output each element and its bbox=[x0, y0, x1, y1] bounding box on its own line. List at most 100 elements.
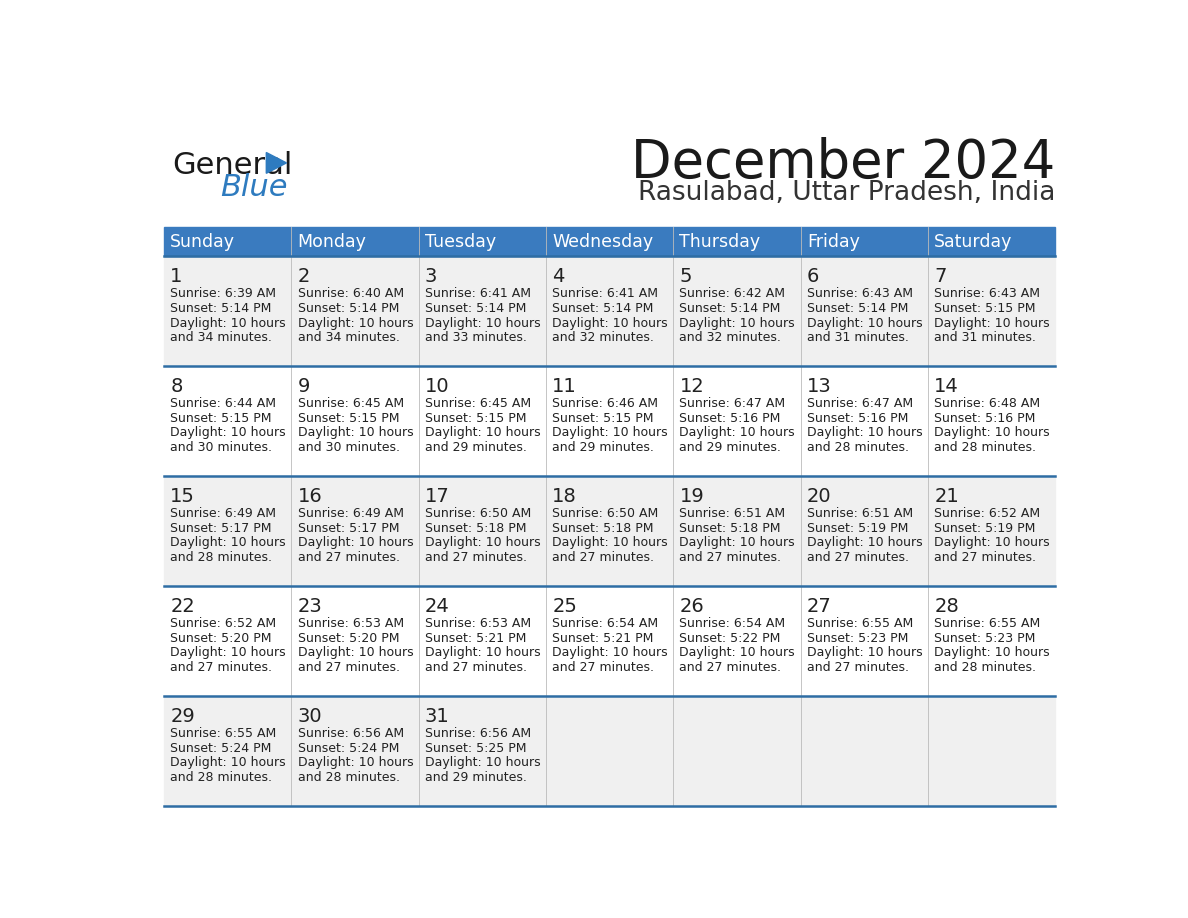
Text: Daylight: 10 hours: Daylight: 10 hours bbox=[170, 646, 286, 659]
Text: and 29 minutes.: and 29 minutes. bbox=[425, 442, 526, 454]
Text: Saturday: Saturday bbox=[934, 233, 1012, 251]
Text: Sunset: 5:15 PM: Sunset: 5:15 PM bbox=[934, 302, 1036, 315]
Text: Daylight: 10 hours: Daylight: 10 hours bbox=[297, 756, 413, 769]
Text: Sunset: 5:14 PM: Sunset: 5:14 PM bbox=[170, 302, 272, 315]
Text: and 28 minutes.: and 28 minutes. bbox=[297, 771, 399, 784]
Text: Daylight: 10 hours: Daylight: 10 hours bbox=[680, 317, 795, 330]
Text: 26: 26 bbox=[680, 597, 704, 616]
Text: Rasulabad, Uttar Pradesh, India: Rasulabad, Uttar Pradesh, India bbox=[638, 180, 1055, 207]
Text: and 31 minutes.: and 31 minutes. bbox=[934, 331, 1036, 344]
Text: Blue: Blue bbox=[220, 173, 287, 202]
Text: and 27 minutes.: and 27 minutes. bbox=[425, 551, 526, 564]
Text: Sunrise: 6:52 AM: Sunrise: 6:52 AM bbox=[170, 617, 277, 630]
Text: and 27 minutes.: and 27 minutes. bbox=[552, 551, 655, 564]
Text: 7: 7 bbox=[934, 267, 947, 286]
Text: Sunrise: 6:44 AM: Sunrise: 6:44 AM bbox=[170, 397, 276, 410]
Text: and 27 minutes.: and 27 minutes. bbox=[425, 661, 526, 674]
Text: and 31 minutes.: and 31 minutes. bbox=[807, 331, 909, 344]
Text: Sunset: 5:14 PM: Sunset: 5:14 PM bbox=[425, 302, 526, 315]
Bar bbox=[164, 256, 1055, 366]
Text: and 32 minutes.: and 32 minutes. bbox=[552, 331, 655, 344]
Text: 25: 25 bbox=[552, 597, 577, 616]
Text: and 27 minutes.: and 27 minutes. bbox=[934, 551, 1036, 564]
Text: and 27 minutes.: and 27 minutes. bbox=[807, 661, 909, 674]
Text: Daylight: 10 hours: Daylight: 10 hours bbox=[552, 536, 668, 550]
Text: Sunset: 5:14 PM: Sunset: 5:14 PM bbox=[807, 302, 908, 315]
Text: Sunrise: 6:43 AM: Sunrise: 6:43 AM bbox=[807, 287, 912, 300]
Text: 6: 6 bbox=[807, 267, 820, 286]
Text: Sunrise: 6:55 AM: Sunrise: 6:55 AM bbox=[807, 617, 914, 630]
Text: Daylight: 10 hours: Daylight: 10 hours bbox=[934, 317, 1050, 330]
Text: and 29 minutes.: and 29 minutes. bbox=[552, 442, 655, 454]
Text: 5: 5 bbox=[680, 267, 691, 286]
Text: and 33 minutes.: and 33 minutes. bbox=[425, 331, 526, 344]
Text: and 27 minutes.: and 27 minutes. bbox=[680, 551, 782, 564]
Text: Sunset: 5:24 PM: Sunset: 5:24 PM bbox=[297, 742, 399, 755]
Bar bbox=[164, 227, 1055, 256]
Text: Daylight: 10 hours: Daylight: 10 hours bbox=[807, 646, 922, 659]
Text: 11: 11 bbox=[552, 377, 577, 397]
Text: Sunrise: 6:48 AM: Sunrise: 6:48 AM bbox=[934, 397, 1041, 410]
Text: Sunset: 5:23 PM: Sunset: 5:23 PM bbox=[934, 632, 1036, 644]
Text: Daylight: 10 hours: Daylight: 10 hours bbox=[807, 427, 922, 440]
Text: Daylight: 10 hours: Daylight: 10 hours bbox=[934, 536, 1050, 550]
Text: Daylight: 10 hours: Daylight: 10 hours bbox=[425, 317, 541, 330]
Text: 21: 21 bbox=[934, 487, 959, 506]
Text: Daylight: 10 hours: Daylight: 10 hours bbox=[170, 756, 286, 769]
Text: 14: 14 bbox=[934, 377, 959, 397]
Text: Sunrise: 6:51 AM: Sunrise: 6:51 AM bbox=[807, 507, 912, 521]
Text: Daylight: 10 hours: Daylight: 10 hours bbox=[807, 317, 922, 330]
Text: 3: 3 bbox=[425, 267, 437, 286]
Text: Sunset: 5:18 PM: Sunset: 5:18 PM bbox=[552, 521, 653, 535]
Text: Sunrise: 6:51 AM: Sunrise: 6:51 AM bbox=[680, 507, 785, 521]
Text: 27: 27 bbox=[807, 597, 832, 616]
Text: December 2024: December 2024 bbox=[631, 137, 1055, 188]
Text: Daylight: 10 hours: Daylight: 10 hours bbox=[552, 646, 668, 659]
Text: Sunset: 5:15 PM: Sunset: 5:15 PM bbox=[425, 412, 526, 425]
Text: Sunrise: 6:54 AM: Sunrise: 6:54 AM bbox=[552, 617, 658, 630]
Text: Daylight: 10 hours: Daylight: 10 hours bbox=[425, 427, 541, 440]
Text: Sunrise: 6:47 AM: Sunrise: 6:47 AM bbox=[807, 397, 912, 410]
Text: 15: 15 bbox=[170, 487, 195, 506]
Text: and 27 minutes.: and 27 minutes. bbox=[807, 551, 909, 564]
Text: Wednesday: Wednesday bbox=[552, 233, 653, 251]
Text: Sunset: 5:25 PM: Sunset: 5:25 PM bbox=[425, 742, 526, 755]
Text: 1: 1 bbox=[170, 267, 183, 286]
Text: Sunset: 5:14 PM: Sunset: 5:14 PM bbox=[552, 302, 653, 315]
Text: Sunrise: 6:49 AM: Sunrise: 6:49 AM bbox=[297, 507, 404, 521]
Text: Sunset: 5:16 PM: Sunset: 5:16 PM bbox=[680, 412, 781, 425]
Text: 29: 29 bbox=[170, 707, 195, 726]
Text: 31: 31 bbox=[425, 707, 449, 726]
Text: and 30 minutes.: and 30 minutes. bbox=[297, 442, 399, 454]
Text: Sunset: 5:19 PM: Sunset: 5:19 PM bbox=[934, 521, 1036, 535]
Text: Daylight: 10 hours: Daylight: 10 hours bbox=[297, 317, 413, 330]
Text: Sunrise: 6:56 AM: Sunrise: 6:56 AM bbox=[297, 727, 404, 740]
Text: Sunrise: 6:45 AM: Sunrise: 6:45 AM bbox=[425, 397, 531, 410]
Text: and 28 minutes.: and 28 minutes. bbox=[170, 551, 272, 564]
Text: Sunrise: 6:40 AM: Sunrise: 6:40 AM bbox=[297, 287, 404, 300]
Text: 17: 17 bbox=[425, 487, 449, 506]
Text: 23: 23 bbox=[297, 597, 322, 616]
Text: Sunrise: 6:42 AM: Sunrise: 6:42 AM bbox=[680, 287, 785, 300]
Text: Sunrise: 6:52 AM: Sunrise: 6:52 AM bbox=[934, 507, 1041, 521]
Text: and 28 minutes.: and 28 minutes. bbox=[934, 442, 1036, 454]
Text: 22: 22 bbox=[170, 597, 195, 616]
Text: Daylight: 10 hours: Daylight: 10 hours bbox=[552, 317, 668, 330]
Text: and 30 minutes.: and 30 minutes. bbox=[170, 442, 272, 454]
Text: Daylight: 10 hours: Daylight: 10 hours bbox=[170, 536, 286, 550]
Text: Friday: Friday bbox=[807, 233, 860, 251]
Text: Sunset: 5:22 PM: Sunset: 5:22 PM bbox=[680, 632, 781, 644]
Text: Sunrise: 6:53 AM: Sunrise: 6:53 AM bbox=[425, 617, 531, 630]
Text: 30: 30 bbox=[297, 707, 322, 726]
Text: Sunday: Sunday bbox=[170, 233, 235, 251]
Text: Daylight: 10 hours: Daylight: 10 hours bbox=[297, 646, 413, 659]
Text: and 27 minutes.: and 27 minutes. bbox=[680, 661, 782, 674]
Text: and 28 minutes.: and 28 minutes. bbox=[807, 442, 909, 454]
Text: 9: 9 bbox=[297, 377, 310, 397]
Text: Sunrise: 6:49 AM: Sunrise: 6:49 AM bbox=[170, 507, 276, 521]
Bar bbox=[164, 476, 1055, 587]
Text: Daylight: 10 hours: Daylight: 10 hours bbox=[297, 536, 413, 550]
Text: Daylight: 10 hours: Daylight: 10 hours bbox=[425, 756, 541, 769]
Text: Daylight: 10 hours: Daylight: 10 hours bbox=[425, 536, 541, 550]
Text: and 28 minutes.: and 28 minutes. bbox=[170, 771, 272, 784]
